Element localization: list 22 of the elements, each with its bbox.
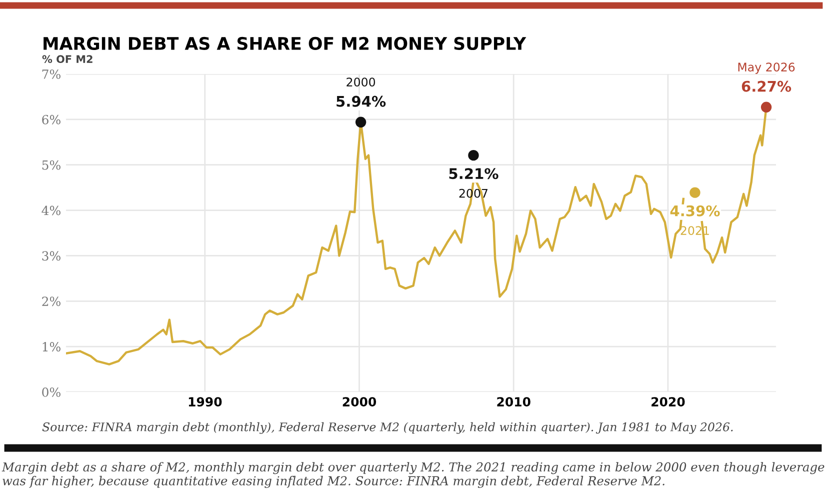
y-tick-label: 6% [42, 114, 60, 124]
data-label: 6.27% [742, 80, 792, 92]
chart-title: MARGIN DEBT AS A SHARE OF M2 MONEY SUPPLY [44, 36, 526, 50]
text: May 2026 [738, 62, 795, 74]
x-tick-label: 2020 [652, 397, 685, 407]
x-tick-label: 1990 [188, 397, 222, 407]
annotation: 2000 [346, 78, 376, 87]
y-tick-label: 7% [42, 69, 60, 79]
text: Margin debt as a share of M2, monthly margin debt over quarterly M2. The 2021 reading came in below 2000 even though leverage was far higher, because quantitative easing inflated M2. Source: FINRA margin debt, Federal Reserve M2. [2, 462, 824, 488]
y-tick-label: 5% [42, 160, 60, 170]
y-tick-label: 0% [42, 387, 60, 397]
data-label: 4.39% [670, 205, 720, 216]
y-tick-label: 1% [42, 342, 60, 352]
data-label: 5.21% [449, 168, 498, 180]
y-tick-label: 3% [42, 251, 60, 261]
data-label: 5.94% [336, 96, 386, 107]
y-tick-label: 2% [42, 296, 60, 306]
x-tick-label: 2000 [342, 397, 376, 407]
y-axis-title: % OF M2 [42, 55, 92, 64]
x-tick-label: 2010 [497, 397, 530, 407]
y-tick-label: 4% [42, 206, 60, 216]
source-note: Source: FINRA margin debt (monthly), Federal Reserve M2 (quarterly, held within quarter). Jan 1981 to May 2026. [42, 422, 733, 434]
